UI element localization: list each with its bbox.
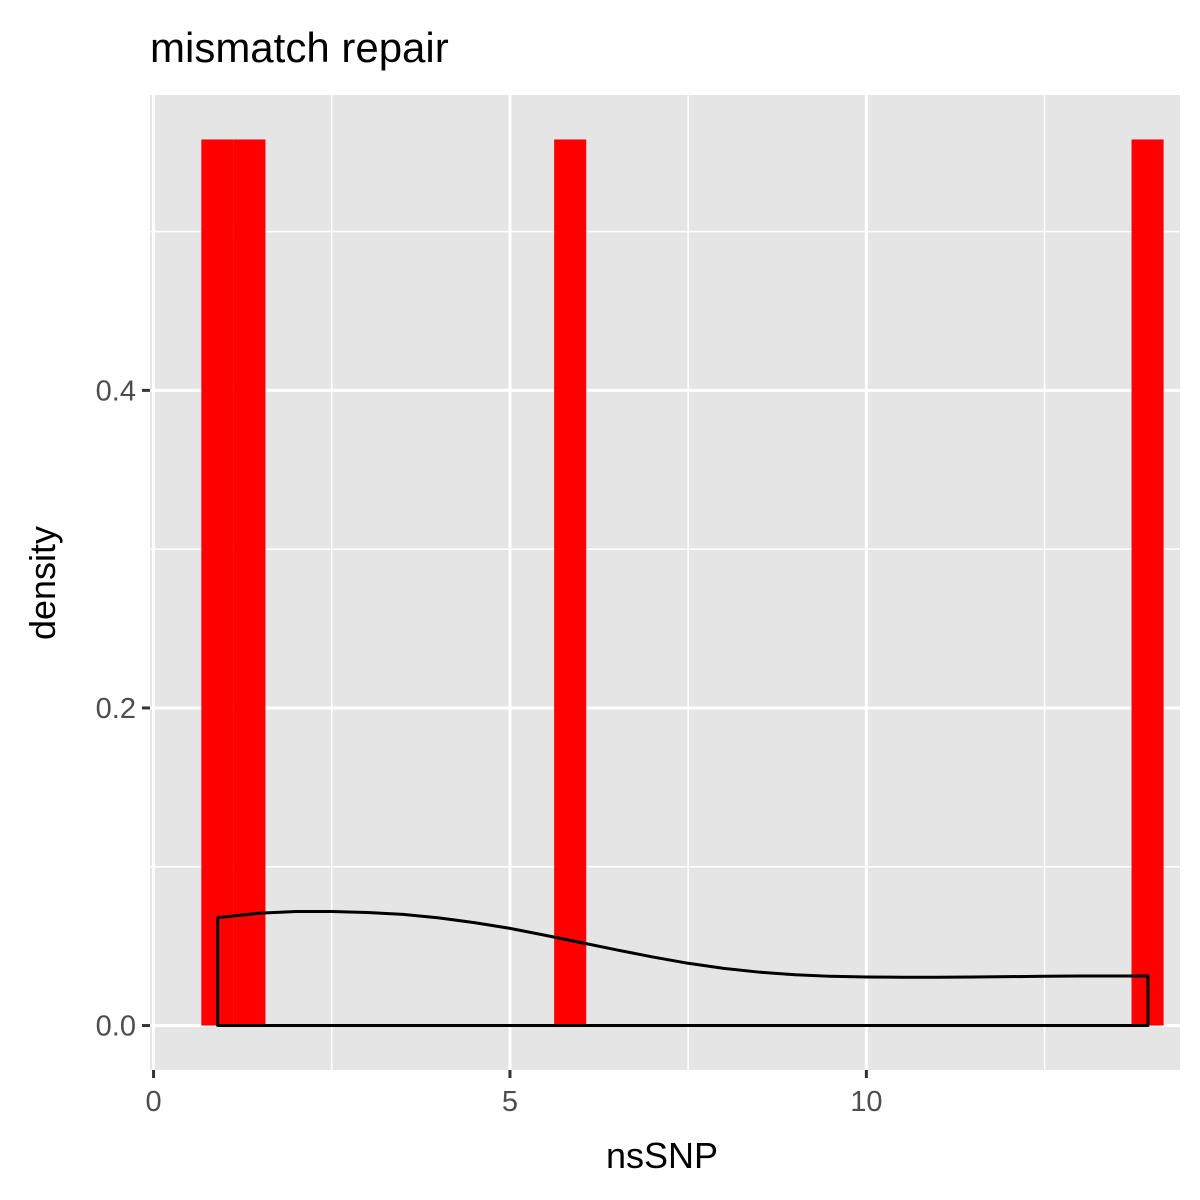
y-tick-label: 0.2 (96, 693, 136, 725)
histogram-bars (201, 139, 1164, 1026)
plot-panel (150, 95, 1180, 1070)
y-tick-label: 0.0 (96, 1011, 136, 1043)
y-axis-title: density (22, 526, 63, 640)
histogram-bar (201, 139, 234, 1026)
x-axis-title: nsSNP (606, 1135, 718, 1176)
y-axis: 0.0 0.2 0.4 (96, 375, 150, 1043)
chart-title: mismatch repair (150, 24, 449, 71)
x-tick-label: 10 (850, 1086, 882, 1118)
x-tick-label: 0 (145, 1086, 161, 1118)
histogram-bar (554, 139, 587, 1026)
x-axis: 0 5 10 (145, 1070, 882, 1118)
x-tick-label: 5 (502, 1086, 518, 1118)
minor-gridlines (150, 95, 1180, 1070)
y-tick-label: 0.4 (96, 375, 136, 407)
density-curve (216, 910, 1150, 1028)
histogram-bar (1131, 139, 1164, 1026)
histogram-bar (233, 139, 266, 1026)
